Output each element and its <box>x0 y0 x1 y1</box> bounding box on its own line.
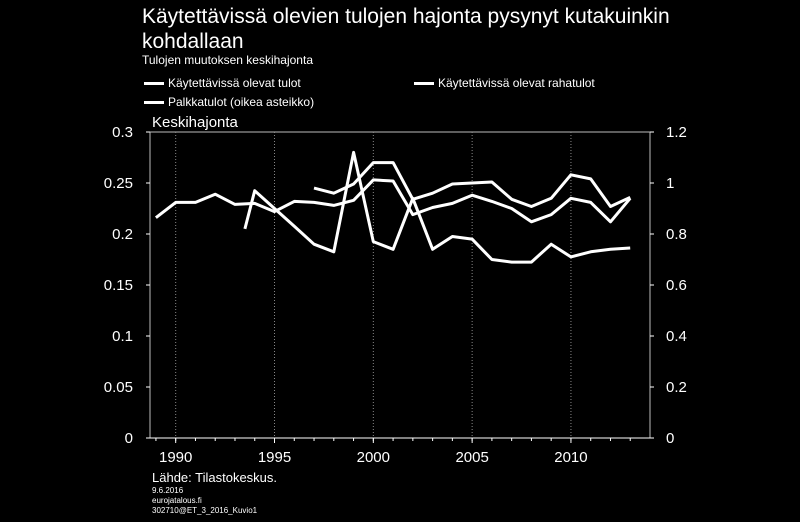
series-line-1 <box>154 178 632 224</box>
legend-line-icon <box>144 81 164 85</box>
y-tick-label: 0.1 <box>112 328 133 345</box>
chart-subtitle: Tulojen muutoksen keskihajonta <box>142 53 313 67</box>
x-tick-label: 2005 <box>455 449 488 466</box>
legend-line-icon <box>144 100 164 104</box>
footnote-id: 302710@ET_3_2016_Kuvio1 <box>152 506 258 515</box>
y2-tick-label: 0.4 <box>666 328 687 345</box>
left-axis-title: Keskihajonta <box>152 114 239 131</box>
footnote-site: eurojatalous.fi <box>152 496 202 505</box>
source-note: Lähde: Tilastokeskus. <box>152 470 278 485</box>
y-tick-label: 0.15 <box>104 277 133 294</box>
y2-tick-label: 0.6 <box>666 277 687 294</box>
y2-tick-label: 1 <box>666 175 674 192</box>
series-line-3 <box>243 150 631 264</box>
y-tick-label: 0.05 <box>104 379 133 396</box>
legend-label: Käytettävissä olevat tulot <box>168 76 301 90</box>
y2-tick-label: 0.2 <box>666 379 687 396</box>
chart-title: Käytettävissä olevien tulojen hajonta py… <box>142 5 670 53</box>
legend-label: Palkkatulot (oikea asteikko) <box>168 95 315 109</box>
axes-group: 0 0.05 0.1 0.15 0.2 0.25 0.3 0 0.2 0.4 0.6 0.8 1 1.2 1… <box>104 124 687 466</box>
legend-item-disposable-income: Käytettävissä olevat tulot <box>144 76 301 90</box>
x-tick-label: 2000 <box>357 449 390 466</box>
y2-tick-label: 1.2 <box>666 124 687 141</box>
y-tick-label: 0.25 <box>104 175 133 192</box>
y2-tick-label: 0.8 <box>666 226 687 243</box>
series-group <box>154 150 632 264</box>
y2-tick-label: 0 <box>666 430 674 447</box>
x-tick-label: 1990 <box>159 449 192 466</box>
y-tick-label: 0 <box>125 430 133 447</box>
y-tick-label: 0.2 <box>112 226 133 243</box>
series-line-2 <box>313 161 631 208</box>
legend-line-icon <box>414 81 434 85</box>
y-tick-label: 0.3 <box>112 124 133 141</box>
legend-item-disposable-cash-income: Käytettävissä olevat rahatulot <box>414 76 595 90</box>
x-tick-label: 1995 <box>258 449 291 466</box>
footnote-date: 9.6.2016 <box>152 486 184 495</box>
legend-label: Käytettävissä olevat rahatulot <box>438 76 595 90</box>
legend-item-wage-income: Palkkatulot (oikea asteikko) <box>144 95 314 109</box>
x-tick-label: 2010 <box>554 449 587 466</box>
